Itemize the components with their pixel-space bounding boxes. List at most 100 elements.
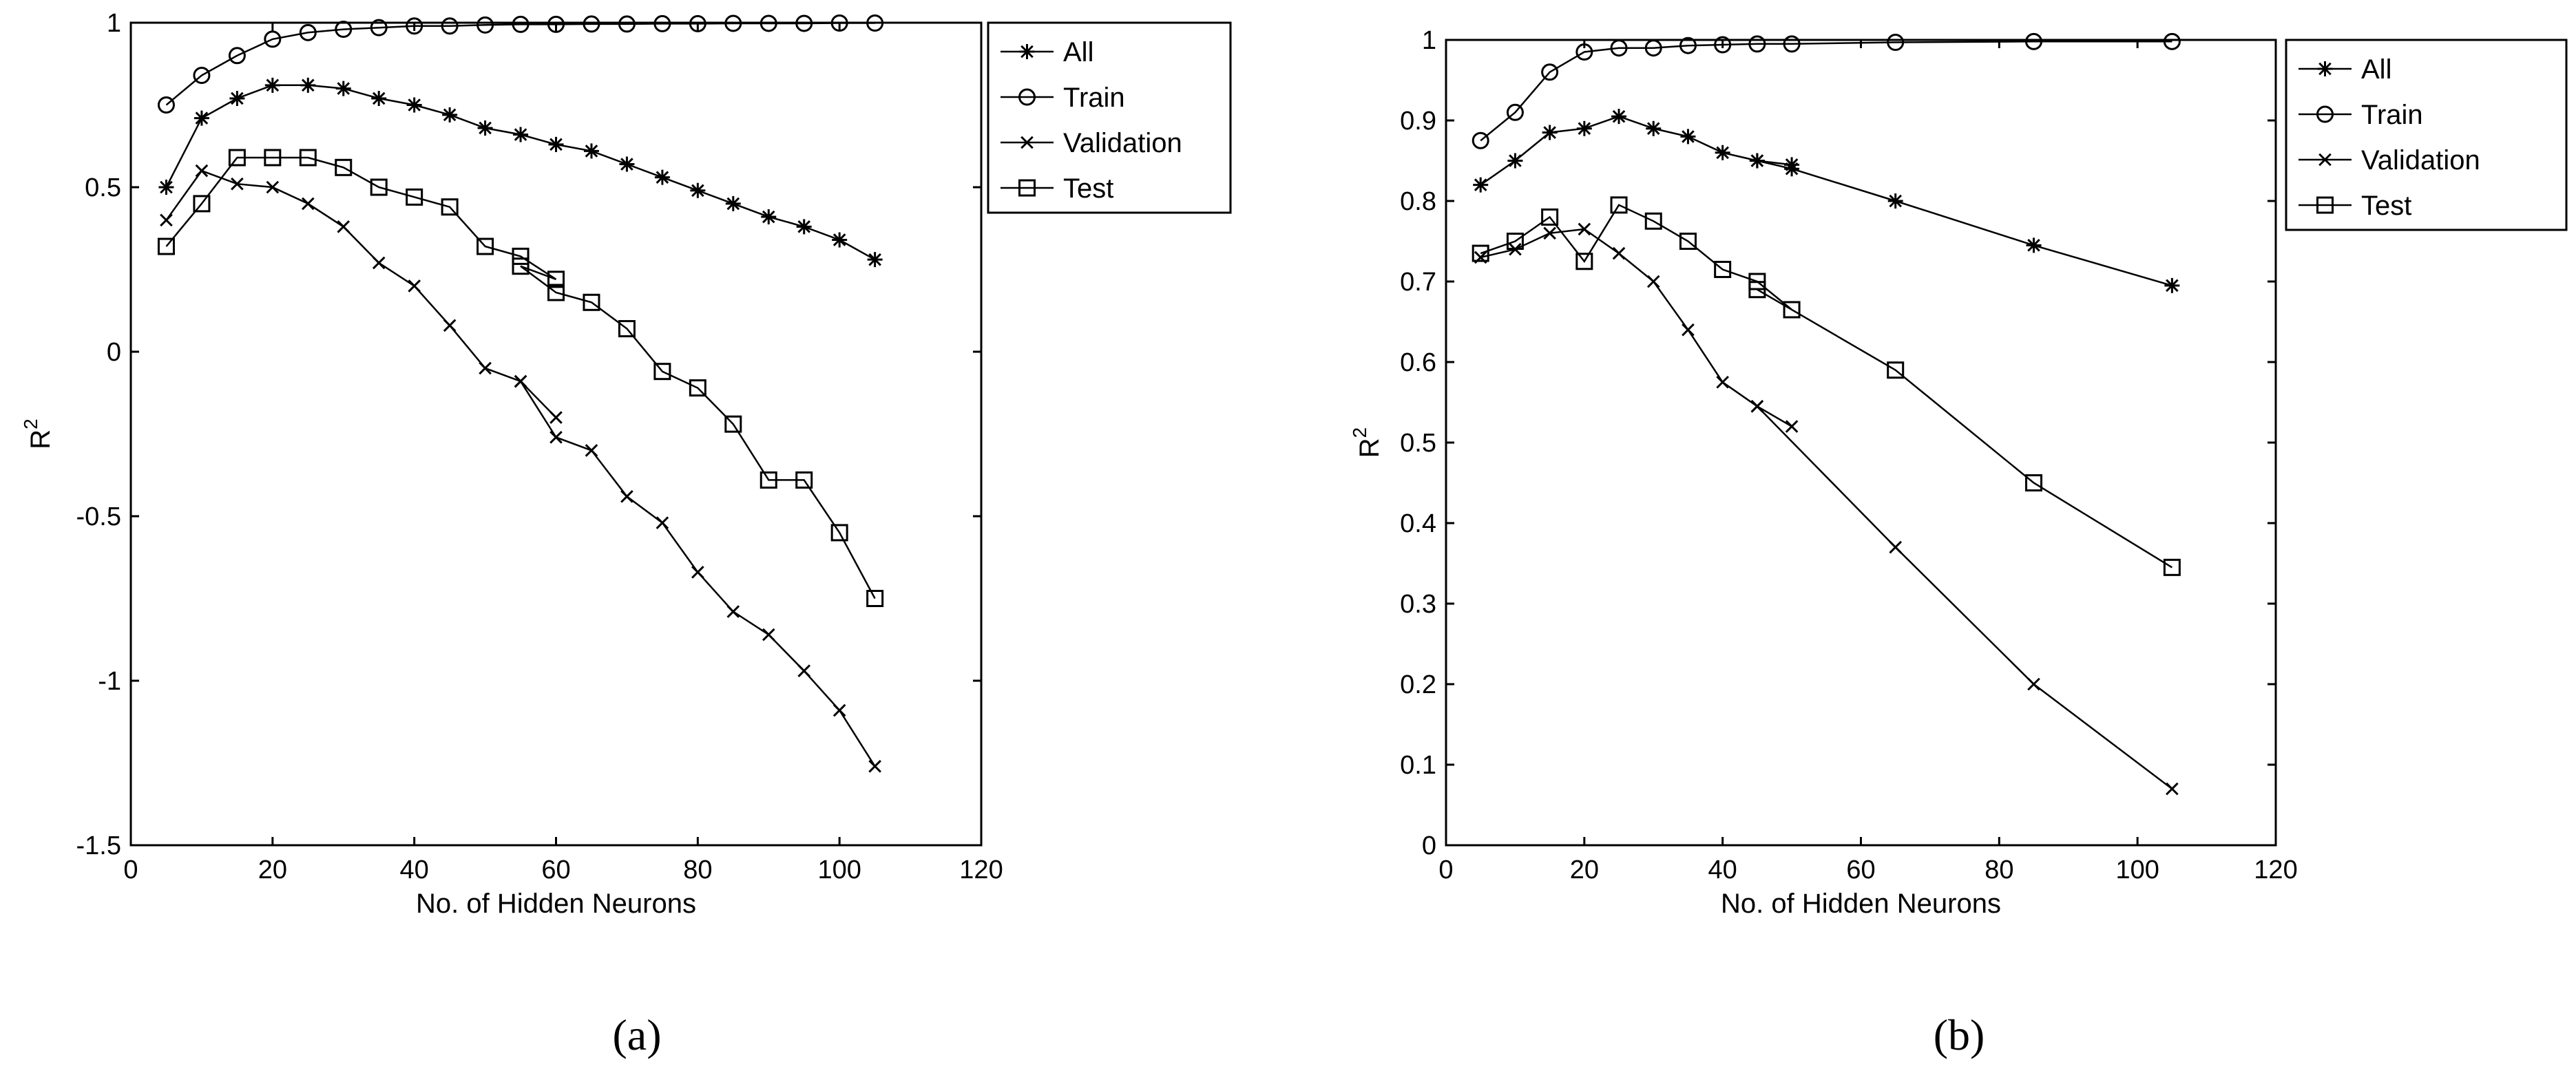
data-point-train <box>1472 131 1489 149</box>
x-tick-label: 120 <box>2254 856 2297 884</box>
y-tick-label: 1 <box>107 9 121 38</box>
data-point-all <box>548 136 564 152</box>
data-point-train <box>830 14 848 32</box>
data-point-train <box>795 14 813 32</box>
data-point-all <box>406 97 422 113</box>
data-point-all <box>477 120 493 136</box>
data-point-train <box>157 96 175 114</box>
x-tick-label: 60 <box>541 856 570 884</box>
x-tick-label: 40 <box>1708 856 1737 884</box>
data-point-test <box>477 237 494 255</box>
data-point-test <box>1679 233 1697 250</box>
data-point-all <box>1646 120 1662 136</box>
data-point-validation <box>549 411 563 424</box>
data-point-train <box>1748 35 1766 53</box>
x-tick-label: 80 <box>683 856 712 884</box>
data-point-all <box>193 110 209 126</box>
data-point-all <box>513 127 529 142</box>
y-axis-label-superscript: 2 <box>1349 427 1370 438</box>
data-point-validation <box>1646 275 1660 288</box>
data-point-train <box>866 14 884 32</box>
chart-panel-b: 0 20 40 60 80 100 120 0 0.1 0.2 0.3 0.4 0.5 0.6 0.7 0.8… <box>1349 26 2568 919</box>
axes-box <box>1445 39 2277 847</box>
data-point-train <box>1714 36 1732 54</box>
series-all <box>158 77 883 268</box>
data-point-train <box>228 47 246 65</box>
data-point-all <box>619 156 635 172</box>
data-point-test <box>618 320 636 338</box>
data-point-train <box>724 14 742 32</box>
data-point-all <box>1680 129 1696 145</box>
y-tick-label: 0.1 <box>1400 751 1436 780</box>
data-point-test <box>193 195 211 213</box>
legend-marker-validation <box>1020 136 1034 149</box>
legend-label-test: Test <box>2361 191 2411 221</box>
data-point-all <box>583 143 599 159</box>
y-tick-label: 0.9 <box>1400 107 1436 136</box>
legend-marker-train <box>1018 88 1036 106</box>
data-point-test <box>1644 212 1662 230</box>
data-point-all <box>1749 153 1765 169</box>
y-tick-label: 0.3 <box>1400 590 1436 619</box>
data-point-test <box>406 188 423 206</box>
legend-label-train: Train <box>2361 100 2423 130</box>
legend-marker-test <box>2316 196 2334 214</box>
y-axis-label-superscript: 2 <box>20 418 41 429</box>
data-point-all <box>2026 237 2042 253</box>
data-point-all <box>371 90 387 106</box>
data-point-train <box>1610 39 1628 57</box>
legend-marker-test <box>1018 179 1036 197</box>
y-tick-label: -1.5 <box>76 831 121 860</box>
data-point-test <box>653 363 671 381</box>
data-point-test <box>795 471 813 489</box>
y-tick-label: 0 <box>1422 831 1436 860</box>
data-point-train <box>1541 63 1559 81</box>
data-point-train <box>2025 32 2043 50</box>
data-point-validation <box>868 759 881 773</box>
legend-label-validation: Validation <box>2361 145 2480 176</box>
data-point-validation <box>408 279 421 293</box>
data-point-train <box>1644 39 1662 57</box>
data-point-train <box>547 15 565 33</box>
data-point-validation <box>656 516 669 529</box>
data-point-all <box>1473 177 1489 193</box>
legend: All Train Validation Test <box>2285 39 2568 231</box>
data-point-all <box>335 81 351 96</box>
data-point-train <box>370 19 388 36</box>
data-point-validation <box>2166 782 2179 796</box>
data-point-validation <box>1578 222 1591 236</box>
y-axis-label: R2 <box>1349 427 1385 458</box>
axes-box <box>129 21 983 847</box>
data-point-all <box>761 209 777 225</box>
x-tick-label: 0 <box>123 856 138 884</box>
data-point-test <box>583 293 600 311</box>
data-point-all <box>1542 125 1558 140</box>
data-point-test <box>1887 361 1905 379</box>
y-tick-label: 0.7 <box>1400 268 1436 297</box>
data-point-train <box>1679 36 1697 54</box>
data-point-test <box>547 284 565 301</box>
y-tick-label: 0.5 <box>1400 429 1436 458</box>
data-point-test <box>724 415 742 433</box>
legend-label-all: All <box>1063 37 1093 67</box>
x-tick-label: 80 <box>1985 856 2013 884</box>
data-point-test <box>830 524 848 542</box>
data-point-train <box>406 17 423 35</box>
data-point-all <box>725 195 741 211</box>
data-point-validation <box>833 703 846 717</box>
data-point-test <box>2025 474 2043 491</box>
data-point-validation <box>762 628 775 641</box>
y-tick-label: 0.5 <box>85 173 121 202</box>
caption-b: (b) <box>1934 1010 1985 1059</box>
data-point-test <box>760 471 777 489</box>
data-point-test <box>335 158 353 176</box>
data-point-all <box>158 180 174 195</box>
data-point-validation <box>1889 540 1903 554</box>
data-point-test <box>689 379 706 397</box>
data-point-validation <box>2027 677 2040 691</box>
data-point-train <box>477 16 494 34</box>
data-point-train <box>1575 43 1593 61</box>
data-point-train <box>618 15 636 33</box>
series-line-test <box>165 156 876 600</box>
